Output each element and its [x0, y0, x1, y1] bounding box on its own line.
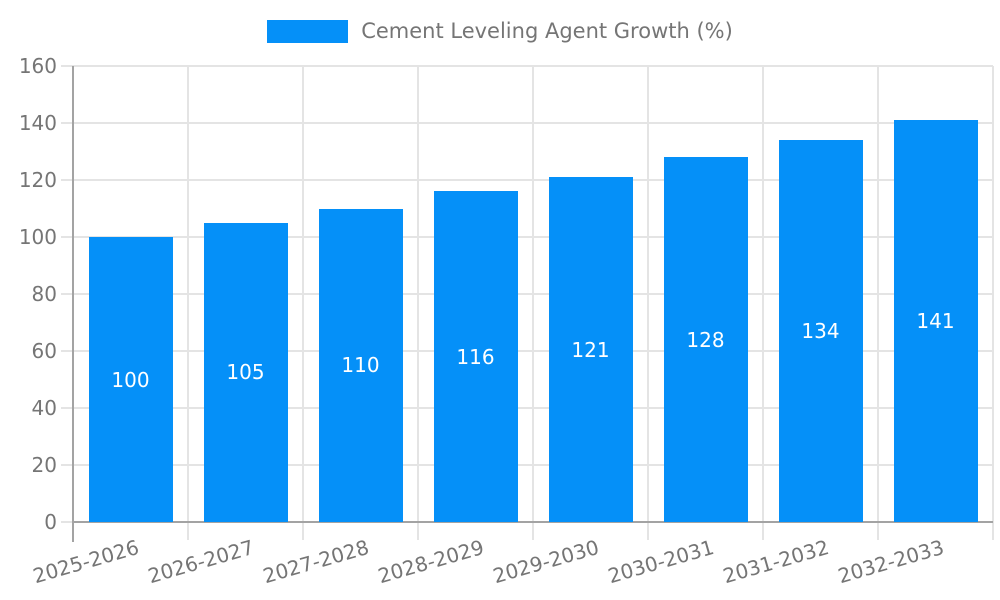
bar[interactable] [663, 157, 748, 522]
bar[interactable] [203, 222, 288, 522]
y-axis-label: 160 [18, 54, 57, 78]
y-axis-label: 120 [18, 168, 57, 192]
x-axis-tick [877, 522, 879, 540]
bar[interactable] [893, 120, 978, 522]
gridline-vertical [417, 66, 419, 522]
y-axis-label: 140 [18, 111, 57, 135]
bar-value-label: 134 [801, 319, 840, 344]
legend-swatch [267, 19, 349, 43]
gridline-vertical [877, 66, 879, 522]
bar-value-label: 121 [571, 337, 610, 362]
y-axis-tick [61, 407, 73, 409]
x-axis-tick [762, 522, 764, 540]
y-axis-label: 20 [31, 453, 57, 477]
x-axis-line [73, 521, 993, 523]
y-axis-line [72, 66, 74, 542]
bar[interactable] [318, 208, 403, 522]
x-axis-label: 2028-2029 [375, 535, 488, 589]
x-axis-label: 2026-2027 [145, 535, 258, 589]
x-axis-label: 2030-2031 [605, 535, 718, 589]
bar-value-label: 110 [341, 353, 380, 378]
bar-value-label: 116 [456, 344, 495, 369]
y-axis-label: 100 [18, 225, 57, 249]
gridline-vertical [302, 66, 304, 522]
y-axis-label: 40 [31, 396, 57, 420]
bar[interactable] [548, 177, 633, 522]
x-axis-tick [302, 522, 304, 540]
x-axis-label: 2031-2032 [720, 535, 833, 589]
x-axis-label: 2025-2026 [30, 535, 143, 589]
y-axis-tick [61, 179, 73, 181]
gridline-vertical [532, 66, 534, 522]
bar[interactable] [778, 140, 863, 522]
y-axis-tick [61, 521, 73, 523]
bar-value-label: 105 [226, 360, 265, 385]
bar-value-label: 141 [916, 309, 955, 334]
x-axis-label: 2032-2033 [835, 535, 948, 589]
bar[interactable] [88, 237, 173, 522]
gridline-vertical [762, 66, 764, 522]
x-axis-tick [532, 522, 534, 540]
y-axis-tick [61, 65, 73, 67]
legend[interactable]: Cement Leveling Agent Growth (%) [0, 17, 1000, 45]
y-axis-tick [61, 350, 73, 352]
y-axis-label: 60 [31, 339, 57, 363]
legend-label: Cement Leveling Agent Growth (%) [361, 19, 733, 43]
bar-value-label: 100 [111, 367, 150, 392]
y-axis-label: 80 [31, 282, 57, 306]
bar-value-label: 128 [686, 327, 725, 352]
gridline-vertical [647, 66, 649, 522]
x-axis-tick [647, 522, 649, 540]
y-axis-tick [61, 464, 73, 466]
x-axis-tick [187, 522, 189, 540]
y-axis-tick [61, 122, 73, 124]
y-axis-label: 0 [44, 510, 57, 534]
y-axis-tick [61, 236, 73, 238]
x-axis-tick [417, 522, 419, 540]
y-axis-tick [61, 293, 73, 295]
bar[interactable] [433, 191, 518, 522]
x-axis-label: 2027-2028 [260, 535, 373, 589]
x-axis-label: 2029-2030 [490, 535, 603, 589]
gridline-vertical [992, 66, 994, 522]
gridline-vertical [187, 66, 189, 522]
x-axis-tick [992, 522, 994, 540]
